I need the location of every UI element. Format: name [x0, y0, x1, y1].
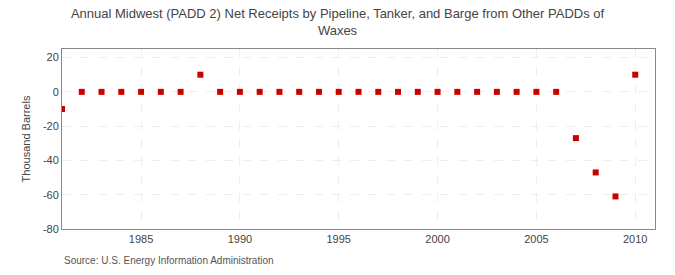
svg-text:2010: 2010 — [623, 233, 647, 245]
svg-text:-20: -20 — [43, 120, 59, 132]
svg-text:-40: -40 — [43, 154, 59, 166]
svg-text:Annual Midwest (PADD 2) Net Re: Annual Midwest (PADD 2) Net Receipts by … — [71, 6, 605, 38]
svg-text:Thousand Barrels: Thousand Barrels — [20, 95, 32, 182]
svg-text:-80: -80 — [43, 223, 59, 235]
svg-text:0: 0 — [53, 86, 59, 98]
svg-text:1990: 1990 — [228, 233, 252, 245]
svg-text:Source: U.S. Energy Informatio: Source: U.S. Energy Information Administ… — [64, 255, 274, 266]
svg-text:-60: -60 — [43, 189, 59, 201]
svg-text:20: 20 — [47, 51, 59, 63]
svg-text:1985: 1985 — [129, 233, 153, 245]
svg-text:1995: 1995 — [326, 233, 350, 245]
svg-text:2005: 2005 — [524, 233, 548, 245]
svg-text:2000: 2000 — [425, 233, 449, 245]
